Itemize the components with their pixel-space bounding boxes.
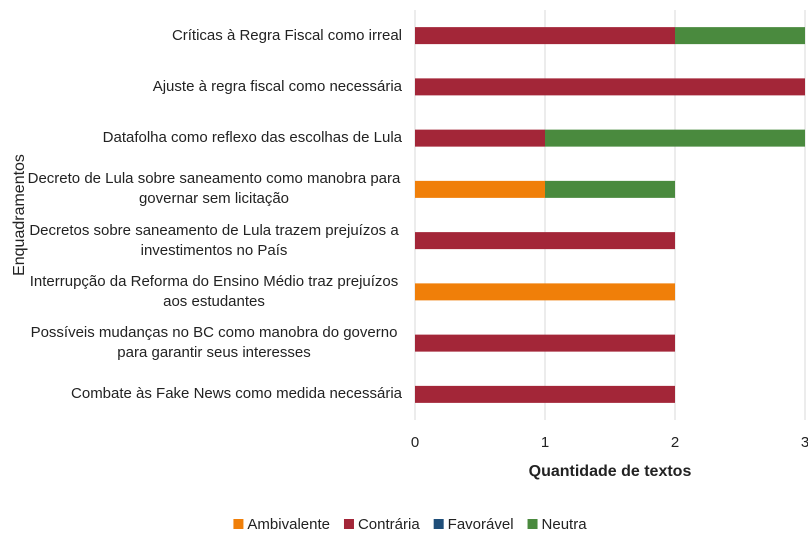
bar-segment (415, 334, 675, 352)
legend-swatch (527, 519, 538, 529)
legend-label: Favorável (448, 516, 514, 533)
y-tick-label: Possíveis mudanças no BC como manobra do… (26, 323, 402, 363)
y-tick-label: Datafolha como reflexo das escolhas de L… (26, 128, 402, 148)
y-tick-text: Ajuste à regra fiscal como necessária (152, 77, 402, 95)
y-tick-label: Ajuste à regra fiscal como necessária (26, 77, 402, 97)
bar-segment (415, 232, 675, 250)
bar-segment (415, 283, 675, 301)
legend-swatch (433, 519, 444, 529)
y-tick-label: Críticas à Regra Fiscal como irreal (26, 26, 402, 46)
x-tick-label: 0 (411, 434, 419, 451)
y-tick-text: Decretos sobre saneamento de Lula trazem… (29, 221, 399, 259)
bar-segment (545, 180, 675, 198)
legend-label: Ambivalente (247, 516, 330, 533)
x-axis-title: Quantidade de textos (529, 463, 692, 480)
y-tick-label: Decreto de Lula sobre saneamento como ma… (26, 169, 402, 209)
y-tick-label: Interrupção da Reforma do Ensino Médio t… (26, 272, 402, 312)
y-tick-label: Combate às Fake News como medida necessá… (26, 384, 402, 404)
y-tick-text: Possíveis mudanças no BC como manobra do… (30, 324, 398, 362)
y-tick-text: Interrupção da Reforma do Ensino Médio t… (29, 272, 399, 310)
legend-label: Contrária (358, 516, 420, 533)
x-tick-label: 1 (541, 434, 549, 451)
bar-segment (675, 27, 805, 45)
bar-segment (545, 129, 805, 147)
bar-segment (415, 78, 805, 96)
x-tick-label: 3 (801, 434, 808, 451)
bar-segment (415, 385, 675, 403)
legend-label: Neutra (542, 516, 588, 533)
bar-segment (415, 180, 545, 198)
x-tick-label: 2 (671, 434, 679, 451)
legend-swatch (343, 519, 354, 529)
y-tick-text: Combate às Fake News como medida necessá… (71, 385, 402, 403)
legend-swatch (233, 519, 244, 529)
bar-segment (415, 27, 675, 45)
y-axis-title: Enquadramentos (11, 154, 28, 276)
y-tick-text: Decreto de Lula sobre saneamento como ma… (27, 170, 401, 208)
y-tick-text: Datafolha como reflexo das escolhas de L… (102, 129, 402, 147)
bar-segment (415, 129, 545, 147)
y-tick-text: Críticas à Regra Fiscal como irreal (171, 26, 402, 44)
y-tick-label: Decretos sobre saneamento de Lula trazem… (26, 221, 402, 261)
